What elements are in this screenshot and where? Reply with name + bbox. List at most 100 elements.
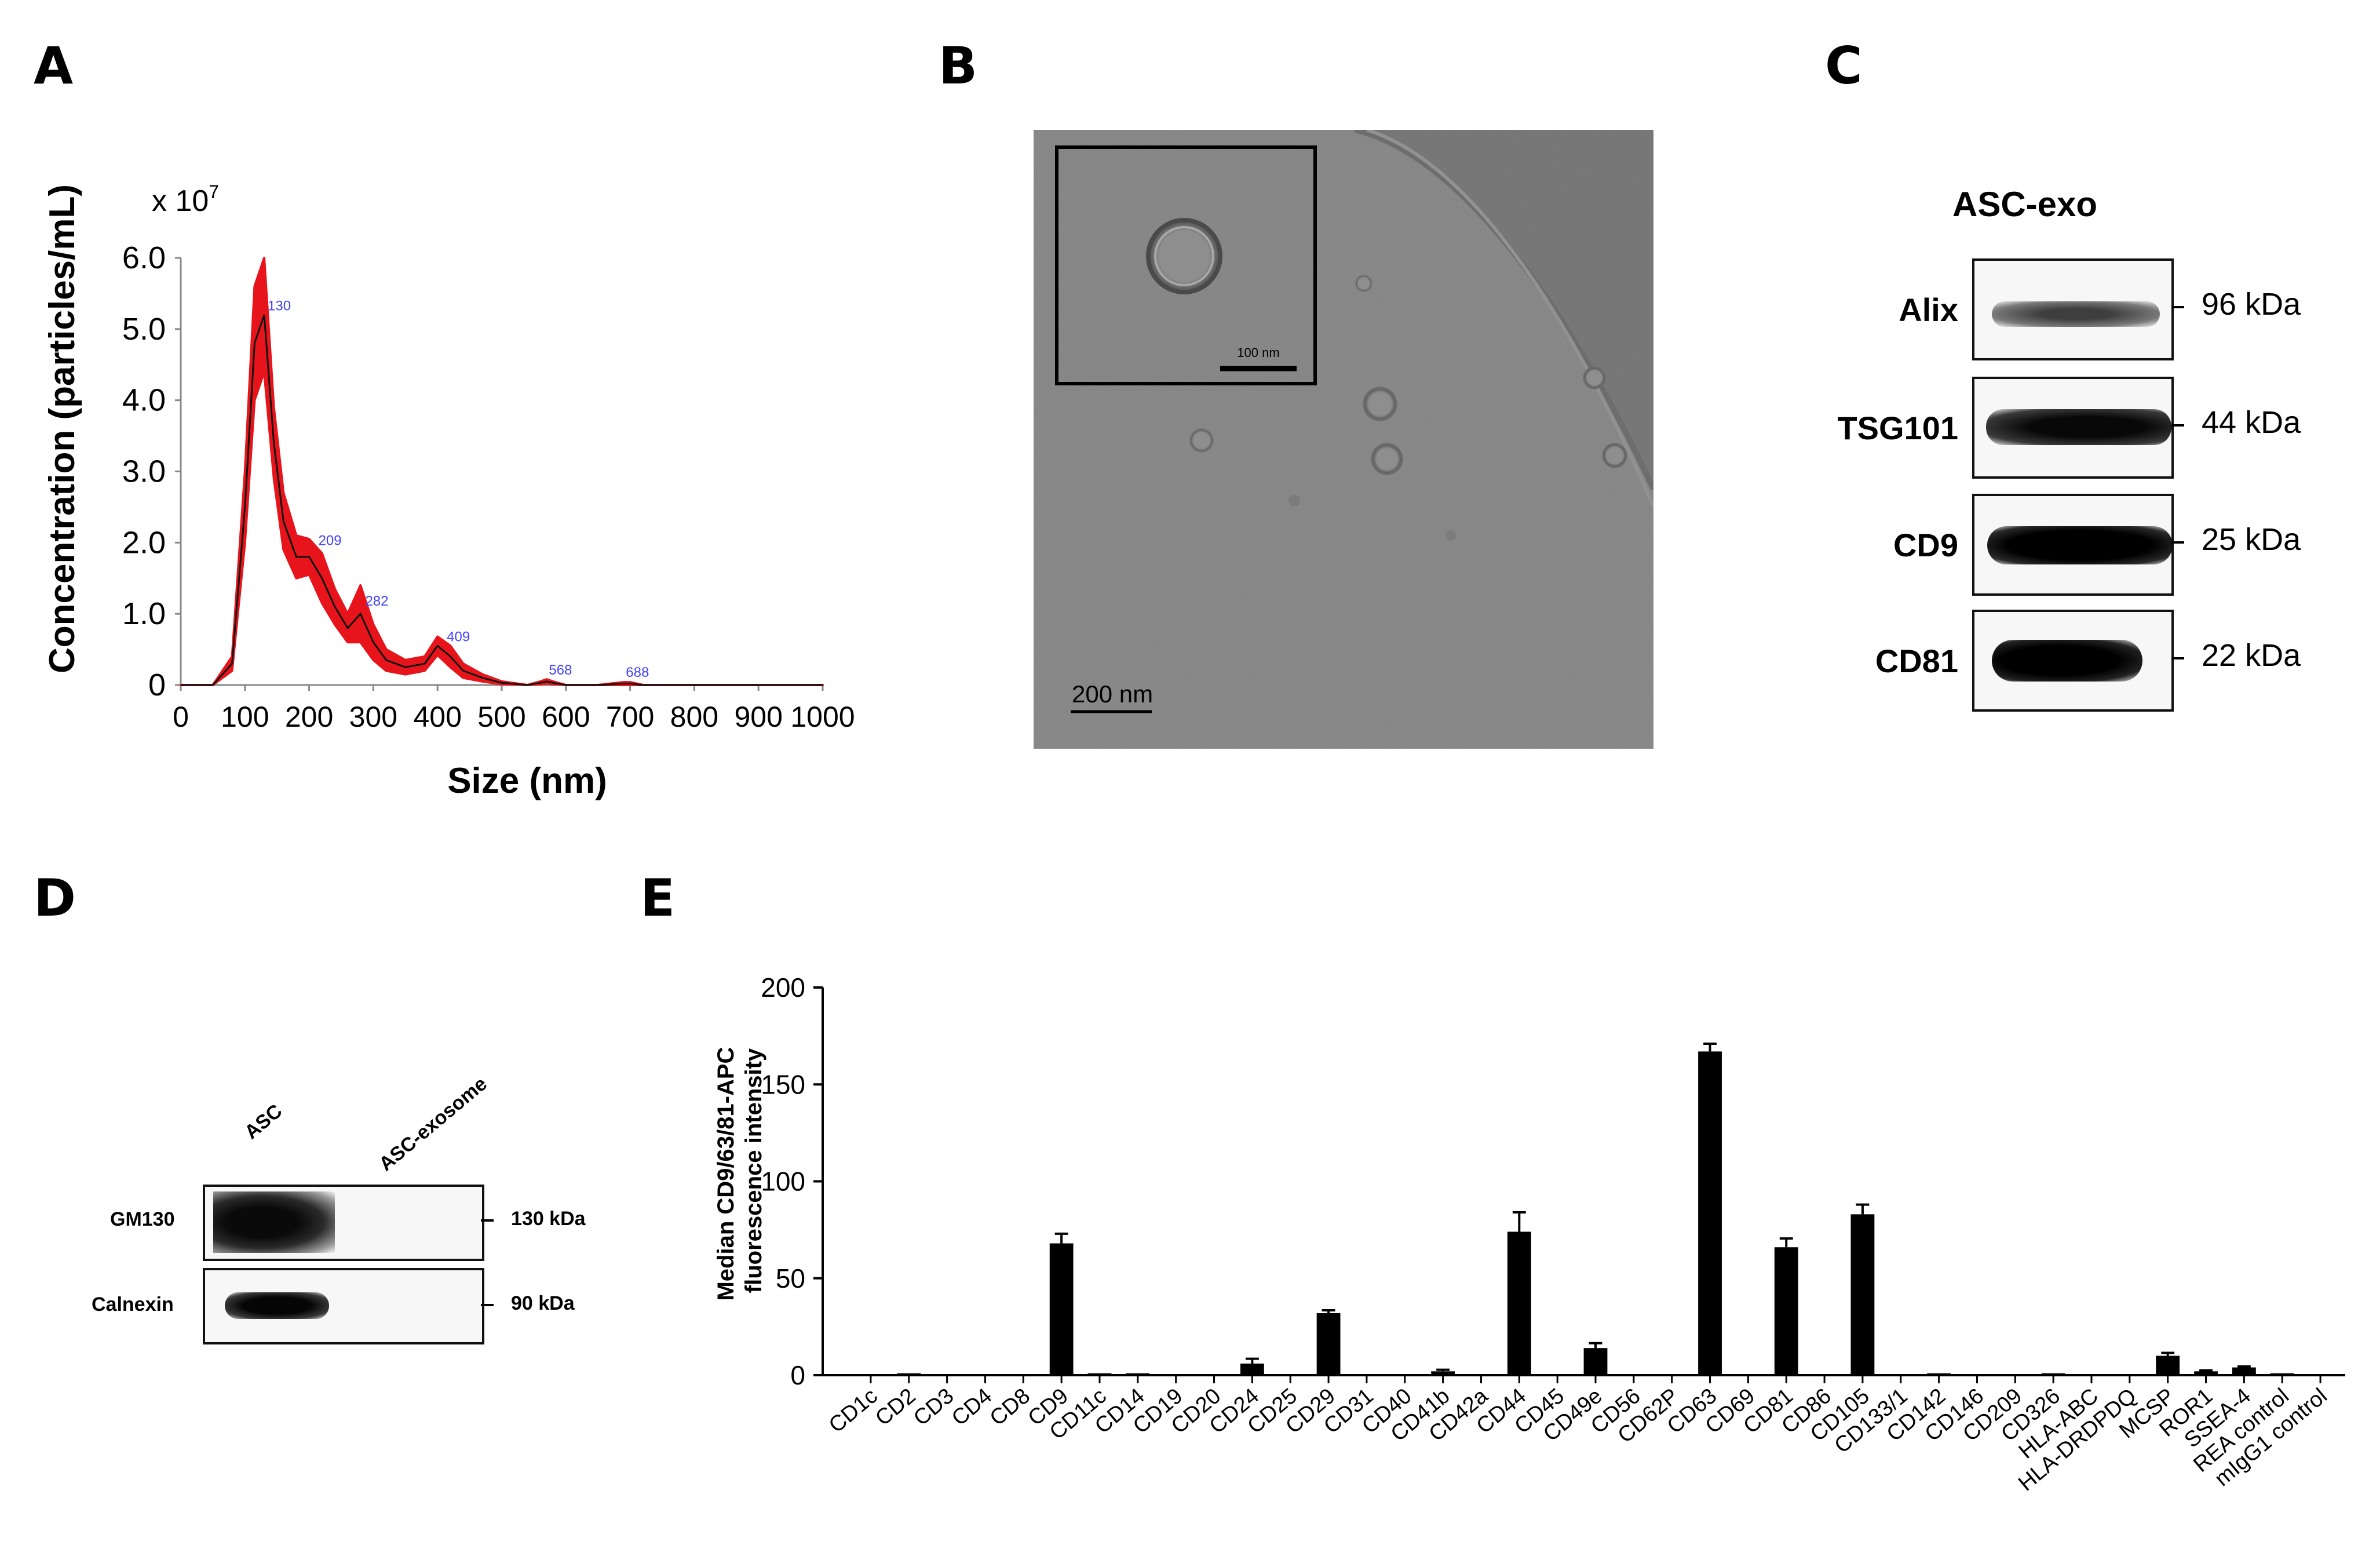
band-gm130-asc <box>213 1191 335 1253</box>
vesicle <box>1602 443 1627 468</box>
x-tick-label: 800 <box>670 701 718 733</box>
bar <box>1545 1374 1569 1375</box>
y-tick-label: 50 <box>776 1263 805 1293</box>
panel-letter-c: C <box>1825 36 1863 96</box>
bar <box>1660 1374 1684 1375</box>
peak-label: 688 <box>626 665 649 680</box>
vesicle <box>1355 275 1372 292</box>
blot-c-kda: 44 kDa <box>2202 405 2301 440</box>
y-tick-label: 3.0 <box>122 454 166 489</box>
blot-c-label: Alix <box>1899 291 1958 328</box>
bar <box>1850 1214 1875 1375</box>
y-tick-label: 200 <box>761 972 805 1003</box>
blot-c-lane <box>1972 610 2174 712</box>
y-tick-label: 150 <box>761 1069 805 1099</box>
lane-label-asc: ASC <box>240 1099 287 1144</box>
blot-d-label-calnexin: Calnexin <box>92 1293 174 1316</box>
y-tick-label: 2.0 <box>122 525 166 560</box>
bar <box>1087 1373 1112 1375</box>
y-tick-label: 100 <box>761 1167 805 1197</box>
lane-label-asc-exosome: ASC-exosome <box>374 1072 491 1176</box>
bar <box>1698 1051 1722 1375</box>
kda-tick <box>2171 657 2184 659</box>
blot-c-lane <box>1972 494 2174 596</box>
bar <box>2232 1367 2256 1375</box>
bar <box>1164 1374 1188 1375</box>
bar <box>1049 1243 1074 1375</box>
bar <box>1011 1374 1035 1375</box>
blot-c-kda: 22 kDa <box>2202 638 2301 673</box>
bar <box>2194 1371 2218 1375</box>
peak-label: 282 <box>365 593 388 609</box>
blot-d-gm130 <box>203 1185 484 1261</box>
bar <box>2079 1374 2104 1375</box>
band-calnexin-asc <box>225 1292 329 1319</box>
bar <box>1202 1374 1226 1375</box>
bar <box>2308 1374 2332 1375</box>
x-tick-label: CD4 <box>947 1384 996 1431</box>
vesicle <box>1363 387 1397 421</box>
y-axis-label: Concentration (particles/mL) <box>42 184 82 673</box>
nta-size-chart: x 107 Concentration (particles/mL) Size … <box>42 181 855 801</box>
kda-tick <box>481 1219 494 1222</box>
bar <box>1469 1374 1493 1375</box>
bar <box>1889 1374 1913 1375</box>
tem-image: 100 nm 200 nm <box>1034 130 1653 749</box>
x-axis-label: Size (nm) <box>447 761 607 801</box>
vesicle <box>1583 366 1606 389</box>
x-tick-label: CD2 <box>871 1384 920 1431</box>
bar <box>1583 1348 1608 1375</box>
x-tick-label: 200 <box>285 701 333 733</box>
bar <box>1927 1373 1951 1375</box>
mean-line <box>181 314 823 686</box>
bar <box>935 1374 959 1375</box>
blot-c-title: ASC-exo <box>1952 185 2098 224</box>
inset-scale-label: 100 nm <box>1237 345 1279 360</box>
x-tick-label: 400 <box>413 701 461 733</box>
bar <box>1393 1374 1417 1375</box>
x-tick-label: 0 <box>173 701 189 733</box>
bar <box>897 1373 921 1375</box>
y-tick-label: 5.0 <box>122 312 166 347</box>
blot-c-band <box>1992 301 2160 327</box>
x-tick-label: 900 <box>734 701 782 733</box>
panel-letter-b: B <box>939 36 978 96</box>
main-scale-label: 200 nm <box>1072 680 1153 708</box>
y-tick-label: 1.0 <box>122 596 166 631</box>
blot-c-lane <box>1972 377 2174 479</box>
blot-d-kda-gm130: 130 kDa <box>511 1208 586 1230</box>
kda-tick <box>2171 306 2184 308</box>
blot-c-label: TSG101 <box>1837 410 1958 446</box>
y-tick-label: 0 <box>148 668 166 702</box>
blot-c-label: CD81 <box>1875 643 1958 679</box>
panel-letter-e: E <box>640 868 676 928</box>
bar <box>1774 1247 1798 1375</box>
blot-c-kda: 25 kDa <box>2202 522 2301 557</box>
vesicle <box>1288 495 1300 506</box>
blot-d-calnexin <box>203 1268 484 1344</box>
blot-d-label-gm130: GM130 <box>110 1208 175 1230</box>
y-axis-label: Median CD9/63/81-APC fluorescence intens… <box>713 1040 766 1300</box>
bar <box>1622 1374 1646 1375</box>
x-tick-label: CD8 <box>985 1384 1035 1431</box>
x-tick-label: 600 <box>542 701 590 733</box>
blot-c-band <box>1992 640 2142 682</box>
bar <box>1736 1374 1760 1375</box>
peak-label: 130 <box>268 298 291 314</box>
x-tick-label: CD3 <box>909 1384 958 1431</box>
bar <box>859 1374 883 1375</box>
vesicle <box>1189 428 1214 453</box>
x-tick-label: 1000 <box>790 701 855 733</box>
x-tick-label: 300 <box>349 701 397 733</box>
vesicle <box>1371 443 1403 475</box>
bar <box>2156 1355 2180 1375</box>
y-tick-label: 0 <box>790 1360 805 1390</box>
bar <box>1431 1371 1455 1375</box>
blot-d-kda-calnexin: 90 kDa <box>511 1292 575 1314</box>
bar <box>2118 1374 2142 1375</box>
panel-letter-a: A <box>34 36 74 96</box>
kda-tick <box>481 1304 494 1306</box>
bar <box>1965 1374 1989 1375</box>
blot-c-kda: 96 kDa <box>2202 287 2301 322</box>
bar <box>1126 1373 1150 1375</box>
